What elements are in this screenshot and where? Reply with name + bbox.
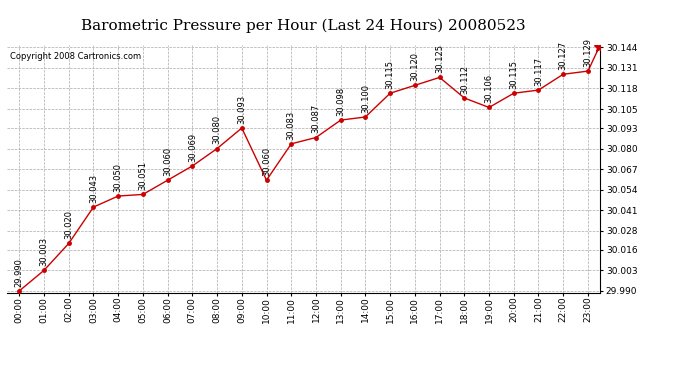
Text: 30.106: 30.106 xyxy=(484,74,493,103)
Text: Barometric Pressure per Hour (Last 24 Hours) 20080523: Barometric Pressure per Hour (Last 24 Ho… xyxy=(81,19,526,33)
Text: 30.093: 30.093 xyxy=(237,95,246,124)
Text: 30.117: 30.117 xyxy=(534,57,543,86)
Text: 30.003: 30.003 xyxy=(39,237,48,266)
Text: 30.060: 30.060 xyxy=(262,147,271,176)
Text: 30.112: 30.112 xyxy=(460,65,469,94)
Text: 30.115: 30.115 xyxy=(509,60,518,89)
Text: 30.069: 30.069 xyxy=(188,133,197,162)
Text: 30.020: 30.020 xyxy=(64,210,73,239)
Text: 30.098: 30.098 xyxy=(336,87,345,116)
Text: 30.125: 30.125 xyxy=(435,44,444,73)
Text: 30.129: 30.129 xyxy=(584,38,593,67)
Text: 30.083: 30.083 xyxy=(287,110,296,140)
Text: 30.051: 30.051 xyxy=(139,161,148,190)
Text: 30.100: 30.100 xyxy=(361,84,370,113)
Text: 30.060: 30.060 xyxy=(163,147,172,176)
Text: 30.087: 30.087 xyxy=(311,104,320,134)
Text: 30.127: 30.127 xyxy=(559,41,568,70)
Text: 30.115: 30.115 xyxy=(386,60,395,89)
Text: 30.043: 30.043 xyxy=(89,174,98,203)
Text: 30.120: 30.120 xyxy=(411,52,420,81)
Text: Copyright 2008 Cartronics.com: Copyright 2008 Cartronics.com xyxy=(10,53,141,62)
Text: 30.080: 30.080 xyxy=(213,115,221,144)
Text: 29.990: 29.990 xyxy=(14,258,23,287)
Text: 30.050: 30.050 xyxy=(114,163,123,192)
